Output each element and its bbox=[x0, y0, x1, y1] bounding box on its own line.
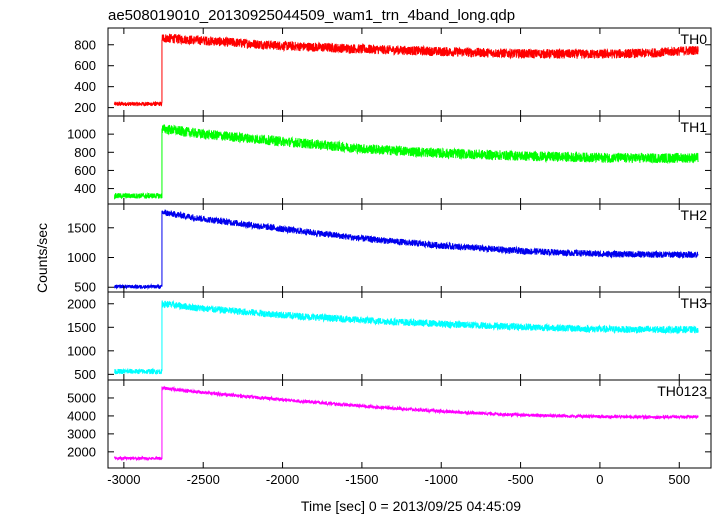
y-tick-label: 500 bbox=[74, 280, 96, 295]
panel-label: TH1 bbox=[681, 119, 708, 135]
y-tick-label: 800 bbox=[74, 145, 96, 160]
x-tick-label: -3000 bbox=[107, 472, 140, 487]
y-tick-label: 1000 bbox=[67, 250, 96, 265]
x-tick-label: -2500 bbox=[187, 472, 220, 487]
panel-label: TH3 bbox=[681, 295, 708, 311]
panel-label: TH0123 bbox=[657, 383, 707, 399]
y-tick-label: 3000 bbox=[67, 426, 96, 441]
y-tick-label: 400 bbox=[74, 181, 96, 196]
x-axis-label: Time [sec] 0 = 2013/09/25 04:45:09 bbox=[301, 498, 521, 514]
panel-th1: 400 600 800 1000 TH1 bbox=[67, 115, 712, 205]
y-tick-label: 400 bbox=[74, 79, 96, 94]
y-tick-label: 200 bbox=[74, 100, 96, 115]
y-tick-label: 2000 bbox=[67, 296, 96, 311]
series-line-th2 bbox=[113, 209, 699, 291]
x-tick-label: 0 bbox=[596, 472, 603, 487]
series-line-th0123 bbox=[113, 385, 699, 462]
y-tick-label: 4000 bbox=[67, 408, 96, 423]
x-tick-label: -500 bbox=[508, 472, 534, 487]
series-line-th3 bbox=[114, 299, 699, 375]
x-tick-label: -2000 bbox=[266, 472, 299, 487]
y-tick-label: 600 bbox=[74, 163, 96, 178]
y-tick-label: 1000 bbox=[67, 343, 96, 358]
y-tick-label: 2000 bbox=[67, 444, 96, 459]
x-axis: -3000 -2500 -2000 -1500 -1000 -500 0 500 bbox=[107, 472, 690, 487]
y-tick-label: 600 bbox=[74, 58, 96, 73]
panels: 200 400 600 800 TH0 400 600 800 1000 TH1 500 1000 15… bbox=[67, 27, 712, 469]
x-tick-label: -1500 bbox=[345, 472, 378, 487]
x-tick-label: 500 bbox=[668, 472, 690, 487]
y-tick-label: 500 bbox=[74, 367, 96, 382]
series-line-th1 bbox=[113, 124, 699, 200]
panel-th3: 500 1000 1500 2000 TH3 bbox=[67, 291, 712, 382]
y-tick-label: 1000 bbox=[67, 127, 96, 142]
y-tick-label: 1500 bbox=[67, 320, 96, 335]
y-tick-label: 800 bbox=[74, 37, 96, 52]
chart-title: ae508019010_20130925044509_wam1_trn_4ban… bbox=[108, 7, 515, 24]
x-tick-label: -1000 bbox=[425, 472, 458, 487]
panel-th2: 500 1000 1500 TH2 bbox=[67, 203, 712, 295]
panel-label: TH0 bbox=[681, 31, 708, 47]
panel-th0: 200 400 600 800 TH0 bbox=[74, 27, 712, 117]
y-axis-label: Counts/sec bbox=[34, 223, 50, 293]
panel-label: TH2 bbox=[681, 207, 708, 223]
y-tick-label: 1500 bbox=[67, 220, 96, 235]
panel-frame bbox=[107, 379, 712, 469]
y-tick-label: 5000 bbox=[67, 390, 96, 405]
series-line-th0 bbox=[113, 33, 699, 107]
panel-th0123: 2000 3000 4000 5000 TH0123 bbox=[67, 379, 712, 469]
